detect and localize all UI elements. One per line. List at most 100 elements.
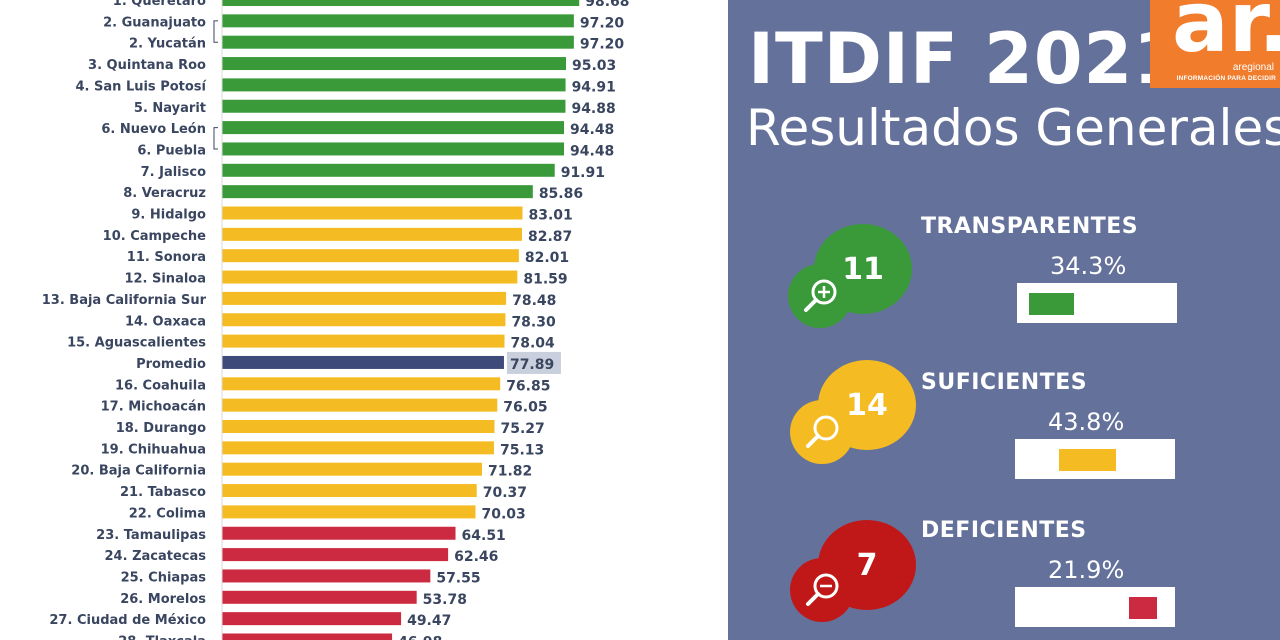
bar [222,548,449,562]
category-label: 25. Chiapas [121,570,207,585]
category-label: 8. Veracruz [123,186,206,201]
bar [222,505,476,519]
percent-bar [1017,283,1177,323]
chart-area: 1. Querétaro 98.68 2. Guanajuato 97.20 2. Yu… [41,0,630,640]
bar [222,355,504,369]
tie-bracket [213,20,218,43]
bar [222,590,417,604]
logo-mark: ar. [1172,0,1280,71]
bar [222,227,522,241]
category-label: 21. Tabasco [120,485,206,500]
magnifier-plus-icon [790,266,850,326]
category-label: 6. Puebla [137,143,206,158]
bar [222,526,456,540]
bar [222,35,574,49]
category-label: 16. Coahuila [115,378,206,393]
category-label: 27. Ciudad de México [49,613,206,628]
bar [222,484,477,498]
group-deficientes: 7 DEFICIENTES 21.9% [728,500,1280,640]
value-label: 94.48 [570,143,614,159]
count-value: 11 [842,251,884,287]
bar [222,462,482,476]
bar [222,420,495,433]
value-label: 94.88 [571,101,615,117]
value-label: 71.82 [488,464,532,480]
value-label: 77.89 [510,357,554,373]
percent-bar-fill [1129,597,1157,619]
category-label: 14. Oaxaca [125,314,206,329]
value-label: 94.91 [572,79,616,95]
value-label: 62.46 [454,549,498,565]
value-label: 82.01 [525,250,569,266]
category-label: 28. Tlaxcala [118,635,206,640]
group-label: DEFICIENTES [921,518,1087,543]
bar [222,99,566,113]
value-label: 82.87 [528,229,572,245]
percent-bar-fill [1059,449,1116,471]
category-label: 22. Colima [129,506,206,521]
value-label: 81.59 [523,272,567,288]
value-label: 97.20 [580,37,625,53]
bar [222,612,402,626]
group-label: SUFICIENTES [921,370,1088,395]
bar [222,121,565,135]
group-percent: 43.8% [1048,408,1125,436]
percent-bar [1015,439,1175,479]
logo-tagline: INFORMACIÓN PARA DECIDIR [1176,75,1276,82]
category-label: Promedio [136,357,206,372]
category-label: 13. Baja California Sur [42,293,207,308]
value-label: 97.20 [580,15,625,31]
bar [222,334,505,348]
category-label: 7. Jalisco [141,165,206,180]
summary-panel: ITDIF 2021 Resultados Generales ar. areg… [728,0,1280,640]
bar [222,291,507,305]
bar [222,57,567,71]
count-value: 7 [856,547,878,583]
bar [222,185,533,199]
value-label: 76.05 [503,400,547,416]
bar [222,398,498,412]
bar [222,313,506,327]
bar [222,0,580,6]
value-label: 70.03 [482,506,526,522]
bar-chart: 1. Querétaro 98.68 2. Guanajuato 97.20 2. Yu… [42,0,630,640]
category-label: 18. Durango [116,421,206,436]
category-label: 24. Zacatecas [105,549,207,564]
bar [222,377,501,391]
category-label: 23. Tamaulipas [96,528,206,543]
category-label: 6. Nuevo León [101,122,206,137]
value-label: 78.48 [512,293,556,309]
category-label: 2. Guanajuato [103,15,206,30]
value-label: 91.91 [561,165,605,181]
count-value: 14 [846,387,888,423]
category-label: 10. Campeche [103,229,206,244]
group-transparentes: 11 TRANSPARENTES 34.3% [728,210,1280,350]
value-label: 78.04 [511,336,556,352]
percent-bar [1015,587,1175,627]
group-percent: 21.9% [1048,556,1125,584]
value-label: 53.78 [423,592,467,608]
group-percent: 34.3% [1050,252,1127,280]
category-label: 2. Yucatán [129,37,206,52]
bar [222,569,431,583]
category-label: 11. Sonora [127,250,206,265]
bar [222,206,523,220]
value-label: 78.30 [511,314,556,330]
percent-bar-fill [1029,293,1074,315]
value-label: 46.98 [398,635,442,640]
category-label: 20. Baja California [71,464,206,479]
category-label: 15. Aguascalientes [67,336,206,351]
value-label: 85.86 [539,186,583,202]
value-label: 76.85 [506,378,550,394]
value-label: 75.13 [500,442,544,458]
logo-name: aregional [1232,62,1274,73]
panel-title: ITDIF 2021 [748,18,1183,100]
value-label: 70.37 [483,485,527,501]
category-label: 17. Michoacán [101,400,206,415]
bar [222,270,518,284]
category-label: 4. San Luis Potosí [76,79,208,94]
group-label: TRANSPARENTES [921,214,1139,239]
value-label: 94.48 [570,122,614,138]
category-label: 19. Chihuahua [101,442,206,457]
tie-bracket [213,127,218,150]
